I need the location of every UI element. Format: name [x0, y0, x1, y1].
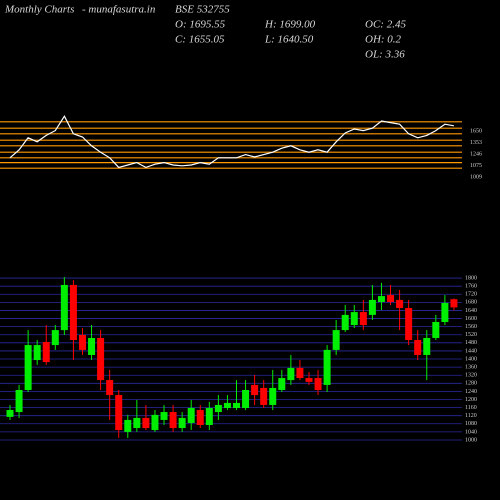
- candle-body: [377, 296, 385, 302]
- level-label: 1353: [470, 140, 482, 146]
- chart-title: Monthly Charts: [4, 4, 74, 16]
- candle-body: [33, 345, 41, 361]
- y-tick-label: 1000: [465, 437, 477, 443]
- candle-body: [432, 321, 440, 338]
- candle-body: [423, 337, 431, 355]
- candle-body: [396, 299, 404, 309]
- symbol: BSE 532755: [175, 4, 230, 16]
- candle-body: [51, 330, 59, 346]
- y-tick-label: 1240: [465, 389, 477, 395]
- candle-body: [260, 387, 268, 405]
- candle-body: [359, 312, 367, 326]
- candle-body: [133, 417, 141, 429]
- candle-body: [287, 367, 295, 381]
- candle-body: [151, 414, 159, 431]
- level-label: 1075: [470, 163, 482, 169]
- stat: L: 1640.50: [264, 34, 314, 46]
- candle-body: [296, 367, 304, 379]
- y-tick-label: 1040: [465, 429, 477, 435]
- site-name: - munafasutra.in: [82, 4, 156, 16]
- candle-body: [24, 345, 32, 390]
- y-tick-label: 1800: [465, 275, 477, 281]
- y-tick-label: 1360: [465, 364, 477, 370]
- y-tick-label: 1320: [465, 373, 477, 379]
- y-tick-label: 1200: [465, 397, 477, 403]
- candle-body: [142, 417, 150, 429]
- stat: OH: 0.2: [365, 34, 402, 46]
- candle-body: [450, 299, 458, 308]
- candle-body: [106, 380, 114, 396]
- stat: H: 1699.00: [264, 19, 316, 31]
- y-tick-label: 1160: [465, 405, 477, 411]
- candle-body: [69, 284, 77, 340]
- candle-body: [115, 395, 123, 431]
- y-tick-label: 1400: [465, 356, 477, 362]
- y-tick-label: 1720: [465, 292, 477, 298]
- indicator-line: [9, 114, 455, 169]
- candle-body: [124, 419, 132, 432]
- candle-body: [332, 330, 340, 350]
- level-label: 1009: [470, 174, 482, 180]
- stat: OC: 2.45: [365, 19, 406, 31]
- candle-body: [314, 378, 322, 390]
- stat: O: 1695.55: [175, 19, 226, 31]
- y-tick-label: 1120: [465, 413, 477, 419]
- candle-body: [196, 410, 204, 425]
- y-tick-label: 1560: [465, 324, 477, 330]
- candle-body: [214, 404, 222, 413]
- candle-body: [97, 337, 105, 381]
- y-tick-label: 1640: [465, 308, 477, 314]
- y-tick-label: 1080: [465, 421, 477, 427]
- candle-body: [6, 410, 14, 417]
- candle-body: [178, 417, 186, 429]
- y-tick-label: 1480: [465, 340, 477, 346]
- stat: OL: 3.36: [365, 49, 405, 61]
- y-tick-label: 1680: [465, 300, 477, 306]
- candle-body: [187, 408, 195, 423]
- candle-body: [387, 295, 395, 302]
- candle-body: [414, 340, 422, 355]
- y-tick-label: 1760: [465, 284, 477, 290]
- candle-body: [350, 312, 358, 326]
- y-tick-label: 1600: [465, 316, 477, 322]
- y-tick-label: 1280: [465, 381, 477, 387]
- candle-body: [88, 337, 96, 355]
- candle-body: [242, 389, 250, 408]
- candle-body: [223, 402, 231, 408]
- candle-body: [341, 314, 349, 331]
- candle-body: [205, 408, 213, 425]
- candle-body: [42, 342, 50, 363]
- candle-body: [233, 402, 240, 408]
- candle-body: [441, 302, 449, 322]
- stat: C: 1655.05: [175, 34, 225, 46]
- y-tick-label: 1440: [465, 348, 477, 354]
- candle-body: [305, 378, 313, 382]
- candle-body: [323, 349, 331, 385]
- y-tick-label: 1520: [465, 332, 477, 338]
- candle-body: [78, 334, 86, 350]
- candle-body: [278, 378, 286, 390]
- level-label: 1246: [470, 151, 482, 157]
- level-label: 1650: [470, 128, 482, 134]
- candle-body: [60, 284, 68, 331]
- candle-body: [368, 299, 376, 315]
- candle-body: [169, 412, 177, 429]
- candle-body: [251, 384, 259, 396]
- candle-body: [269, 387, 277, 405]
- candle-body: [15, 389, 23, 413]
- candle-body: [160, 412, 168, 420]
- candle-body: [405, 308, 413, 340]
